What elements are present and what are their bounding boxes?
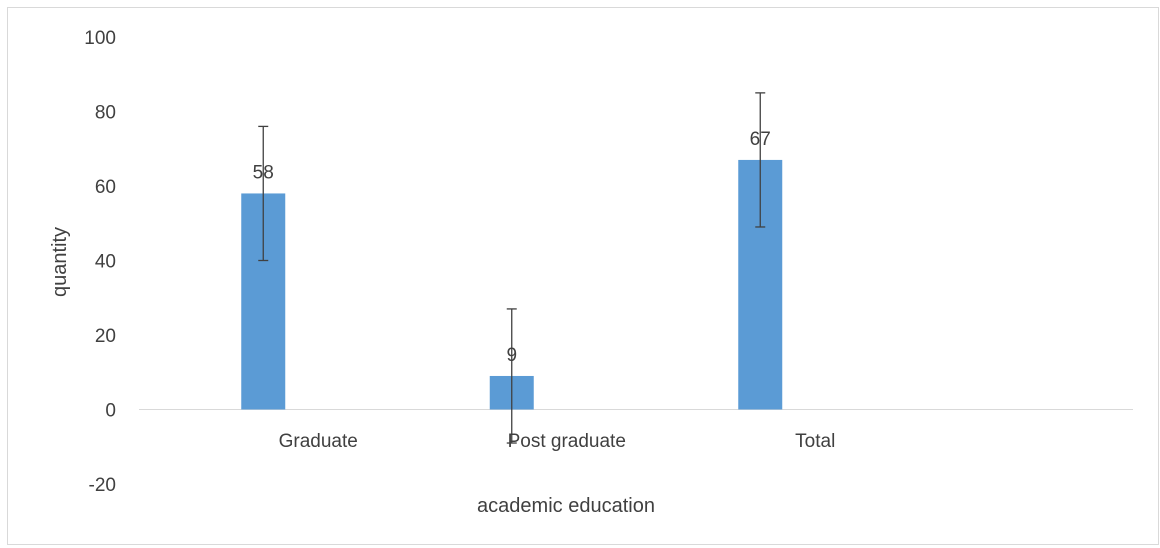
x-tick-label: Total (795, 431, 835, 452)
y-tick-label: -20 (89, 475, 116, 496)
y-tick-label: 80 (95, 103, 116, 124)
y-tick-label: 0 (105, 401, 116, 422)
y-tick-label: 100 (84, 28, 116, 49)
y-tick-label: 40 (95, 252, 116, 273)
y-tick-label: 20 (95, 326, 116, 347)
error-bar (258, 125, 269, 262)
x-axis-title: academic education (477, 495, 655, 517)
chart-frame (7, 7, 1159, 545)
y-axis-tick-labels: 100 80 60 40 20 0 -20 (84, 28, 116, 496)
x-axis-tick-labels: Graduate Post graduate Total (279, 431, 836, 452)
x-tick-label: Post graduate (508, 431, 626, 452)
x-tick-label: Graduate (279, 431, 358, 452)
y-tick-label: 60 (95, 177, 116, 198)
error-bar (755, 92, 766, 228)
y-axis-title: quantity (49, 227, 71, 297)
error-bars (258, 92, 766, 444)
error-bar (506, 308, 517, 444)
